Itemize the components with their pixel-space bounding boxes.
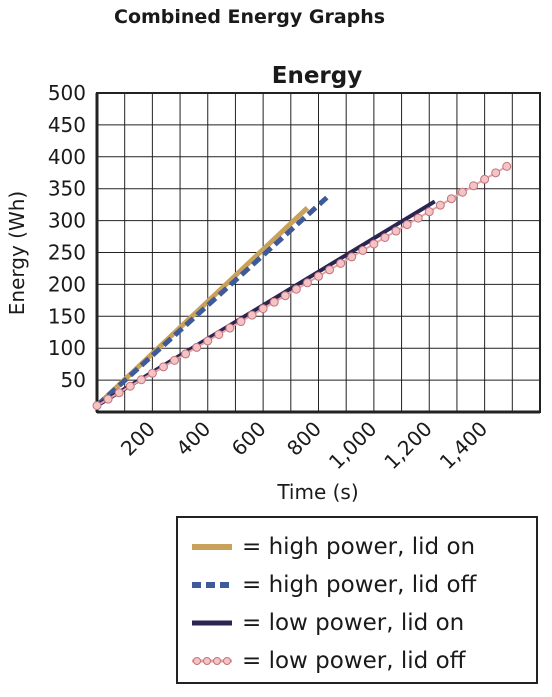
- series-marker-3: [402, 220, 412, 230]
- x-axis-label: Time (s): [276, 480, 358, 504]
- series-marker-3: [325, 265, 335, 275]
- y-tick-label: 350: [48, 177, 86, 201]
- y-tick-label: 500: [48, 81, 86, 105]
- x-tick-label: 1,200: [379, 417, 436, 474]
- chart-legend: = high power, lid on = high power, lid o…: [176, 516, 538, 684]
- x-tick-label: 400: [171, 417, 215, 461]
- series-marker-3: [114, 388, 124, 398]
- series-marker-3: [369, 239, 379, 249]
- series-marker-3: [314, 271, 323, 281]
- series-marker-3: [236, 317, 246, 327]
- series-marker-3: [347, 252, 357, 262]
- legend-label: = low power, lid off: [242, 648, 466, 674]
- x-tick-label: 200: [116, 417, 160, 461]
- series-marker-3: [424, 207, 434, 217]
- y-tick-label: 450: [48, 113, 86, 137]
- series-marker-3: [491, 168, 501, 178]
- legend-label: = high power, lid off: [242, 572, 477, 598]
- y-axis-label: Energy (Wh): [5, 191, 29, 315]
- legend-label: = high power, lid on: [242, 534, 476, 560]
- series-marker-3: [225, 323, 235, 333]
- y-tick-label: 250: [48, 241, 86, 265]
- series-marker-3: [203, 336, 213, 346]
- x-tick-label: 600: [227, 417, 271, 461]
- series-marker-3: [480, 174, 490, 184]
- series-marker-3: [469, 181, 479, 191]
- series-marker-3: [170, 355, 180, 365]
- legend-item-low-power-lid-on: = low power, lid on: [192, 606, 464, 640]
- legend-swatch-low-power-lid-on: [192, 620, 232, 626]
- series-marker-3: [92, 401, 102, 411]
- series-marker-3: [457, 187, 467, 197]
- legend-item-high-power-lid-on: = high power, lid on: [192, 530, 475, 564]
- series-marker-3: [192, 342, 202, 352]
- legend-item-high-power-lid-off: = high power, lid off: [192, 568, 476, 602]
- series-marker-3: [380, 232, 390, 242]
- series-marker-3: [446, 194, 456, 204]
- legend-item-low-power-lid-off: = low power, lid off: [192, 644, 466, 678]
- series-marker-3: [214, 329, 224, 339]
- x-tick-label: 800: [282, 417, 326, 461]
- y-tick-label: 50: [61, 368, 86, 392]
- series-marker-3: [413, 213, 423, 223]
- series-marker-3: [502, 161, 512, 171]
- y-tick-label: 100: [48, 336, 86, 360]
- y-tick-label: 150: [48, 304, 86, 328]
- legend-swatch-high-power-lid-off: [192, 582, 232, 588]
- y-tick-label: 200: [48, 272, 86, 296]
- series-marker-3: [147, 368, 157, 378]
- series-marker-3: [435, 200, 445, 210]
- x-tick-label: 1,000: [324, 417, 381, 474]
- series-marker-3: [247, 310, 257, 320]
- series-marker-3: [391, 226, 401, 236]
- series-marker-3: [181, 349, 191, 359]
- series-marker-3: [336, 258, 346, 268]
- legend-swatch-low-power-lid-off: [192, 657, 232, 665]
- legend-label: = low power, lid on: [242, 610, 465, 636]
- series-marker-3: [158, 362, 168, 372]
- legend-swatch-high-power-lid-on: [192, 544, 232, 550]
- series-marker-3: [280, 291, 290, 301]
- x-tick-label: 1,400: [435, 417, 492, 474]
- series-marker-3: [103, 394, 113, 404]
- series-marker-3: [302, 278, 312, 288]
- series-marker-3: [258, 304, 268, 314]
- series-marker-3: [358, 245, 368, 255]
- y-tick-label: 300: [48, 209, 86, 233]
- series-marker-3: [125, 381, 135, 391]
- series-marker-3: [136, 375, 146, 385]
- page-title: Combined Energy Graphs: [114, 6, 386, 28]
- series-marker-3: [291, 284, 301, 294]
- chart-title: Energy: [272, 63, 362, 89]
- series-line-1: [95, 193, 332, 408]
- y-tick-label: 400: [48, 145, 86, 169]
- series-marker-3: [269, 297, 279, 307]
